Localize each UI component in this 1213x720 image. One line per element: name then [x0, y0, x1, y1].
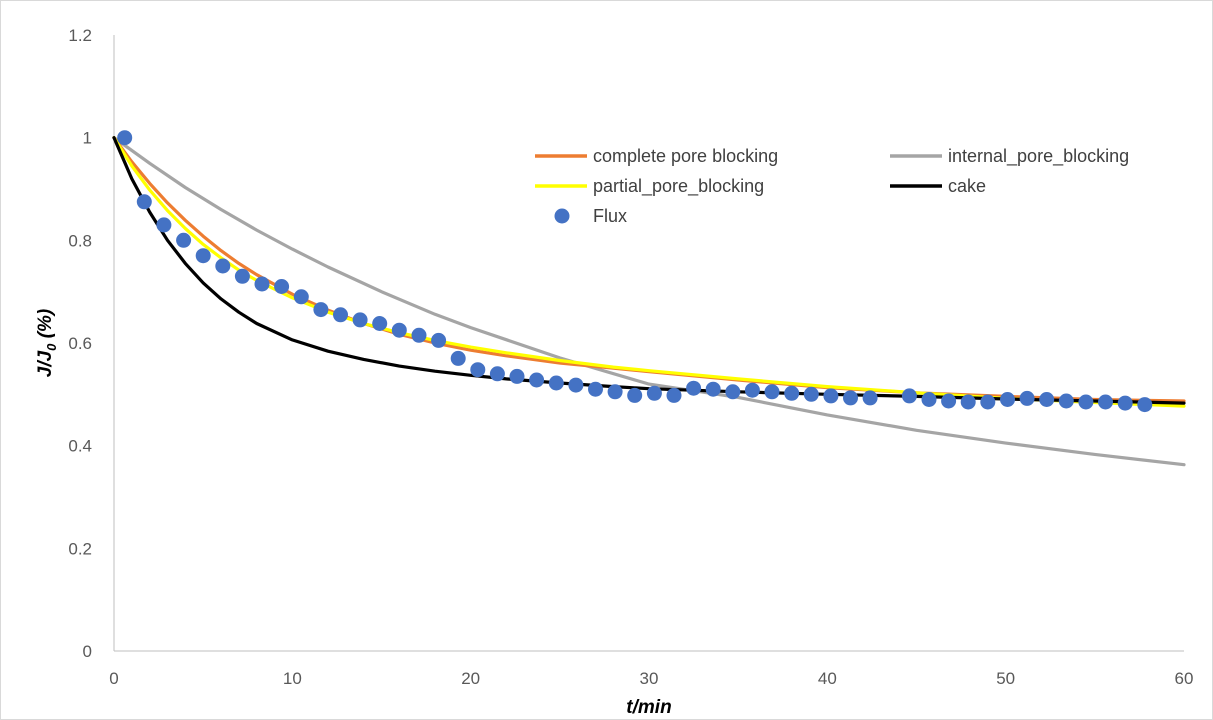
y-tick-label: 0.4 — [68, 437, 92, 456]
flux-point — [313, 302, 329, 318]
flux-point — [274, 279, 290, 294]
flux-point — [1000, 392, 1015, 407]
flux-point — [901, 388, 917, 404]
legend-label-complete-pore-blocking: complete pore blocking — [593, 146, 778, 166]
flux-point — [764, 384, 780, 400]
flux-point — [176, 232, 192, 248]
flux-point — [607, 384, 623, 400]
x-tick-label: 0 — [109, 669, 118, 688]
flux-point — [627, 387, 643, 403]
y-tick-label: 0.8 — [68, 231, 92, 250]
y-axis-title: J/J0 (%) — [35, 309, 59, 377]
y-tick-label: 0.6 — [68, 334, 92, 353]
x-tick-label: 50 — [996, 669, 1015, 688]
flux-point — [489, 366, 505, 382]
flux-point — [529, 372, 545, 388]
legend-label-internal-pore-blocking: internal_pore_blocking — [948, 146, 1129, 167]
flux-point — [862, 390, 878, 406]
flux-point — [1078, 394, 1094, 410]
flux-point — [784, 385, 800, 401]
flux-point — [588, 381, 603, 397]
flux-point — [646, 385, 662, 401]
flux-point — [960, 394, 976, 410]
flux-point — [921, 392, 937, 407]
x-tick-label: 40 — [818, 669, 837, 688]
flux-point — [548, 375, 564, 391]
flux-point — [843, 390, 858, 406]
flux-point — [470, 362, 486, 378]
y-tick-label: 0.2 — [68, 539, 92, 558]
legend-label-partial-pore-blocking: partial_pore_blocking — [593, 176, 764, 197]
flux-point — [1058, 393, 1074, 409]
flux-point — [391, 322, 407, 338]
flux-point — [686, 380, 702, 396]
y-axis-title-suffix: (%) — [35, 309, 56, 344]
legend-swatch-flux — [554, 208, 570, 224]
flux-point — [509, 368, 525, 384]
flux-point — [1019, 390, 1035, 406]
flux-point — [1039, 392, 1055, 407]
x-tick-label: 20 — [461, 669, 480, 688]
flux-point — [234, 268, 250, 284]
flux-point — [725, 384, 741, 400]
flux-point — [941, 393, 957, 409]
flux-point — [195, 248, 211, 264]
legend: complete pore blocking internal_pore_bloc… — [535, 146, 1129, 226]
flux-point — [254, 276, 270, 292]
flux-point — [1117, 395, 1133, 411]
flux-point — [293, 289, 309, 305]
x-tick-label: 30 — [640, 669, 659, 688]
x-tick-label: 10 — [283, 669, 302, 688]
flux-point — [666, 387, 682, 403]
flux-point — [980, 394, 996, 410]
flux-point — [156, 217, 172, 233]
flux-point — [1098, 394, 1113, 410]
flux-point — [352, 312, 368, 328]
y-tick-label: 1.2 — [68, 26, 92, 45]
y-tick-label: 1 — [83, 129, 92, 148]
flux-point — [411, 327, 427, 343]
flux-point — [333, 307, 348, 323]
flux-point — [823, 388, 839, 404]
flux-point — [1137, 397, 1153, 413]
x-tick-label: 60 — [1175, 669, 1194, 688]
flux-point — [744, 382, 760, 398]
flux-point — [705, 381, 721, 397]
legend-label-cake: cake — [948, 176, 986, 196]
y-axis-title-subscript: 0 — [44, 343, 59, 351]
flux-point — [568, 377, 584, 393]
flux-point — [803, 386, 819, 402]
series-layer — [112, 130, 1186, 467]
flux-point — [431, 332, 447, 348]
series-line-internal-pore-blocking — [112, 136, 1186, 467]
x-axis-title: t/min — [626, 697, 671, 718]
flux-point — [117, 130, 133, 146]
flux-point — [215, 258, 231, 274]
axes-layer: 0 0.2 0.4 0.6 0.8 1 1.2 0 10 20 30 40 50 60 — [68, 26, 1193, 688]
flux-point — [136, 194, 152, 210]
legend-label-flux: Flux — [593, 206, 627, 226]
y-tick-label: 0 — [83, 642, 92, 661]
flux-point — [450, 350, 466, 366]
flux-point — [372, 316, 388, 331]
y-axis-title-main: J/J — [35, 350, 56, 377]
